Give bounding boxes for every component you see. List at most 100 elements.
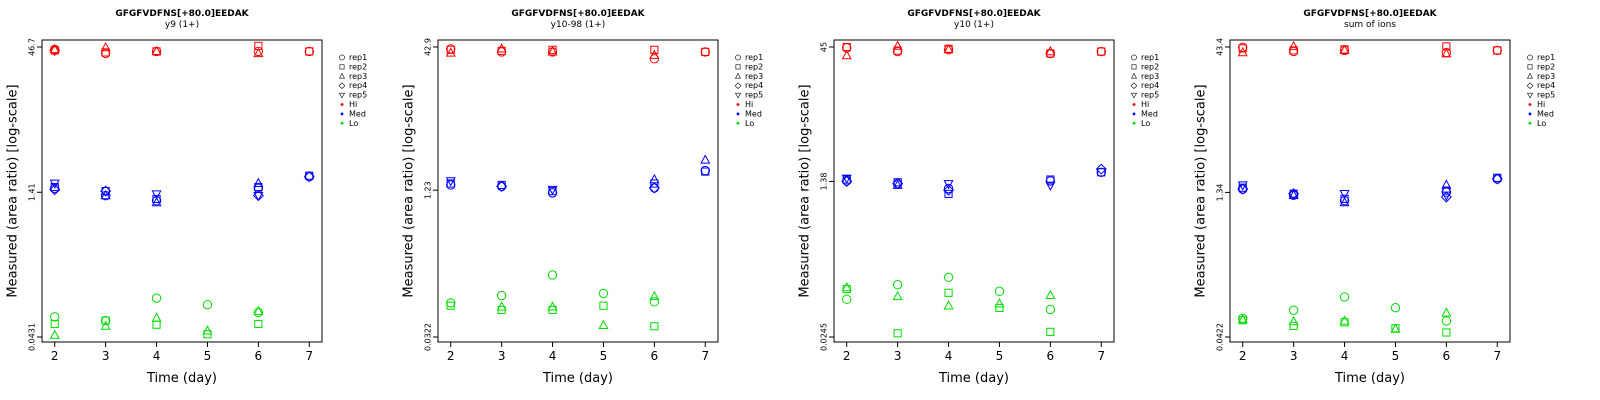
legend-item: Lo xyxy=(1132,119,1150,128)
legend-symbol xyxy=(1131,54,1137,61)
data-point-lo xyxy=(943,272,954,283)
data-point-lo xyxy=(202,325,213,335)
data-point-lo xyxy=(842,284,851,294)
legend-item: rep5 xyxy=(1526,91,1555,100)
legend-label: Lo xyxy=(745,119,754,128)
data-point-lo xyxy=(151,293,162,303)
legend-symbol xyxy=(1131,64,1137,70)
data-point-lo xyxy=(842,294,852,305)
legend-label: rep3 xyxy=(1537,72,1555,81)
legend-item: Hi xyxy=(1132,100,1149,109)
legend-item: rep2 xyxy=(1131,62,1159,71)
legend-label: rep1 xyxy=(349,53,367,62)
legend-item: rep5 xyxy=(1130,91,1159,100)
data-point-med xyxy=(1441,179,1452,189)
legend-label: rep5 xyxy=(1537,91,1555,100)
data-point-lo xyxy=(994,286,1005,297)
data-point-hi xyxy=(1493,46,1502,55)
data-point-lo xyxy=(944,288,953,297)
x-tick-label: 5 xyxy=(600,349,608,363)
data-point-hi xyxy=(100,41,111,52)
legend-label: rep4 xyxy=(349,81,367,90)
data-point-lo xyxy=(1238,316,1247,325)
legend-dot xyxy=(1132,121,1136,125)
data-point-lo xyxy=(1045,304,1056,315)
data-point-med xyxy=(253,191,264,202)
legend-item: rep5 xyxy=(338,91,367,100)
legend-item: Hi xyxy=(1528,100,1545,109)
legend-item: rep3 xyxy=(338,72,367,81)
data-point-lo xyxy=(253,305,264,315)
legend-symbol xyxy=(1130,72,1138,79)
x-tick-label: 3 xyxy=(894,349,902,363)
x-tick-label: 5 xyxy=(996,349,1004,363)
legend-label: Hi xyxy=(745,100,753,109)
legend-label: Hi xyxy=(1537,100,1545,109)
data-point-med xyxy=(1095,163,1107,175)
legend-item: rep3 xyxy=(1526,72,1555,81)
x-tick-label: 6 xyxy=(1443,349,1451,363)
data-point-med xyxy=(151,196,162,206)
x-tick-label: 5 xyxy=(204,349,212,363)
chart-subtitle: y10 (1+) xyxy=(954,20,994,30)
legend-symbol xyxy=(1526,72,1534,79)
data-point-med xyxy=(1491,173,1503,185)
legend-item: rep2 xyxy=(339,62,367,71)
legend-item: Lo xyxy=(1528,119,1546,128)
legend-symbol xyxy=(735,54,741,61)
legend-dot xyxy=(1528,112,1532,116)
data-point-med xyxy=(1339,190,1350,200)
data-point-med xyxy=(944,189,953,198)
data-point-med xyxy=(892,178,904,190)
data-point-lo xyxy=(892,280,903,290)
data-point-med xyxy=(1097,168,1106,177)
legend-dot xyxy=(1528,103,1532,106)
legend-item: Hi xyxy=(736,100,753,109)
data-point-hi xyxy=(1238,44,1247,53)
legend-label: rep5 xyxy=(1141,91,1159,100)
legend-label: Lo xyxy=(1537,119,1546,128)
data-point-lo xyxy=(599,301,608,310)
x-tick-label: 2 xyxy=(1239,349,1247,363)
x-tick-label: 3 xyxy=(1290,349,1298,363)
data-point-lo xyxy=(1340,318,1349,327)
data-point-lo xyxy=(496,301,507,311)
data-point-hi xyxy=(841,49,852,60)
data-point-hi xyxy=(1492,45,1502,56)
y-tick-label: 0.0322 xyxy=(424,323,433,351)
data-point-lo xyxy=(649,290,660,301)
data-point-lo xyxy=(547,270,558,280)
data-point-hi xyxy=(49,43,60,54)
legend-symbol xyxy=(339,64,345,70)
data-point-med xyxy=(943,180,954,190)
data-point-hi xyxy=(943,43,954,54)
legend-label: Hi xyxy=(349,100,357,109)
data-point-hi xyxy=(253,47,264,58)
legend-dot xyxy=(340,121,344,125)
legend-dot xyxy=(736,112,740,116)
data-point-hi xyxy=(1289,46,1298,55)
x-tick-label: 5 xyxy=(1392,349,1400,363)
x-tick-label: 6 xyxy=(255,349,263,363)
data-point-lo xyxy=(1045,289,1056,300)
legend-item: rep1 xyxy=(1131,53,1159,62)
data-point-lo xyxy=(995,303,1004,313)
data-point-med xyxy=(841,174,852,184)
legend-item: Med xyxy=(1528,109,1554,118)
data-point-med xyxy=(1237,181,1248,191)
legend-item: rep5 xyxy=(734,91,763,100)
data-point-lo xyxy=(202,299,213,310)
chart-title: GFGFVDFNS[+80.0]EEDAK xyxy=(1303,9,1437,19)
data-point-med xyxy=(943,183,954,194)
data-point-lo xyxy=(50,319,59,329)
legend-item: rep1 xyxy=(735,53,763,62)
data-point-med xyxy=(303,171,315,183)
y-axis-label: Measured (area ratio) [log-scale] xyxy=(402,84,417,297)
data-point-med xyxy=(1046,175,1055,184)
data-point-med xyxy=(100,185,112,197)
x-axis-label: Time (day) xyxy=(542,371,613,386)
data-point-lo xyxy=(1288,305,1299,315)
x-axis-label: Time (day) xyxy=(146,371,217,386)
